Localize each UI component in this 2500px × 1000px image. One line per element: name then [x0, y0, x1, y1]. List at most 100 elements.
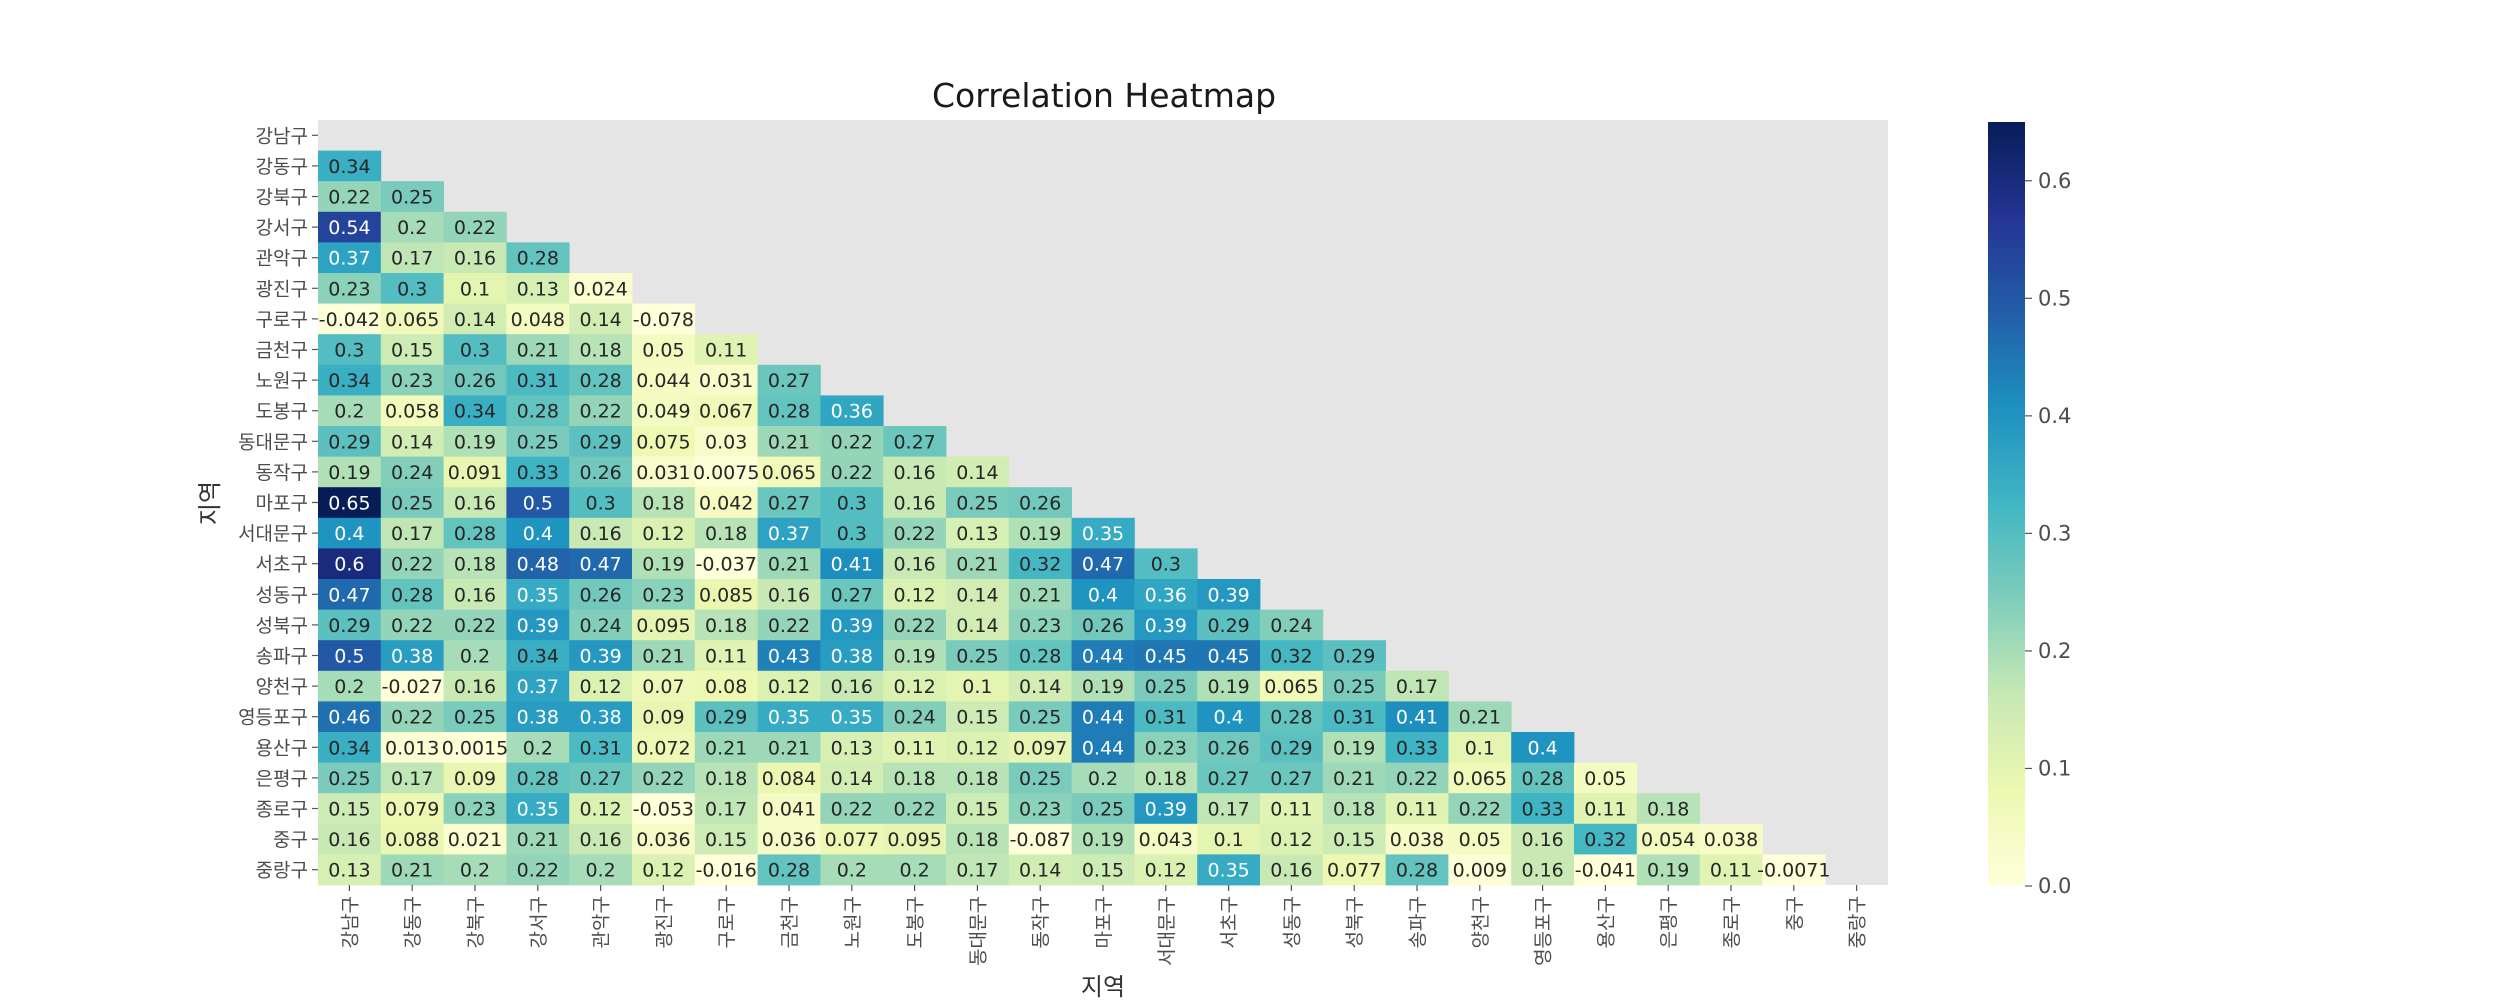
heatmap-cell [632, 854, 696, 886]
heatmap-cell [946, 670, 1010, 702]
heatmap-cell [883, 548, 947, 580]
heatmap-cell [1134, 701, 1198, 733]
heatmap-cell [820, 548, 884, 580]
cell-value-label: 0.22 [768, 615, 810, 637]
x-tick-label: 강서구 [528, 896, 550, 948]
cell-value-label: 0.072 [636, 737, 690, 759]
cell-value-label: 0.25 [391, 187, 433, 209]
cell-value-label: 0.21 [1333, 768, 1375, 790]
heatmap-cell [506, 609, 570, 641]
heatmap-cell [1385, 854, 1449, 886]
cell-value-label: 0.044 [636, 370, 690, 392]
cell-value-label: 0.11 [705, 340, 747, 362]
cell-value-label: 0.32 [1019, 554, 1061, 576]
cell-value-label: 0.31 [579, 737, 621, 759]
y-tick-label: 강서구 [256, 217, 308, 239]
heatmap-cell [1260, 762, 1324, 794]
x-tick-label: 성동구 [1281, 896, 1303, 948]
y-tick-label: 강동구 [256, 156, 308, 178]
cell-value-label: 0.38 [579, 707, 621, 729]
cell-value-label: 0.39 [1145, 615, 1187, 637]
colorbar-tick-label: 0.0 [2038, 874, 2071, 898]
cell-value-label: 0.12 [768, 676, 810, 698]
cell-value-label: 0.0075 [693, 462, 759, 484]
cell-value-label: 0.12 [579, 799, 621, 821]
cell-value-label: 0.18 [1145, 768, 1187, 790]
cell-value-label: 0.47 [579, 554, 621, 576]
cell-value-label: 0.4 [334, 523, 364, 545]
heatmap-cell [569, 670, 633, 702]
heatmap-cell [318, 364, 382, 396]
cell-value-label: 0.25 [956, 646, 998, 668]
heatmap-cell [883, 762, 947, 794]
heatmap-cell [1008, 701, 1072, 733]
heatmap-cell [318, 303, 382, 335]
y-tick-label: 강북구 [256, 187, 308, 209]
heatmap-cell [1134, 548, 1198, 580]
cell-value-label: 0.34 [328, 370, 370, 392]
heatmap-cell [569, 395, 633, 427]
heatmap-cell [820, 456, 884, 488]
cell-value-label: 0.23 [1019, 615, 1061, 637]
heatmap-cell [1197, 793, 1261, 825]
cell-value-label: 0.11 [1396, 799, 1438, 821]
x-axis-label: 지역 [1081, 973, 1125, 1000]
heatmap-cell [1071, 640, 1135, 672]
heatmap-cell [506, 823, 570, 855]
heatmap-cell [1322, 823, 1386, 855]
heatmap-cell [380, 517, 444, 549]
heatmap-cell [883, 517, 947, 549]
cell-value-label: 0.038 [1390, 829, 1444, 851]
cell-value-label: 0.013 [385, 737, 439, 759]
heatmap-cell [632, 548, 696, 580]
cell-value-label: 0.18 [956, 768, 998, 790]
cell-value-label: 0.25 [1019, 768, 1061, 790]
heatmap-cell [820, 854, 884, 886]
cell-value-label: 0.26 [454, 370, 496, 392]
cell-value-label: 0.17 [705, 799, 747, 821]
cell-value-label: 0.23 [454, 799, 496, 821]
cell-value-label: 0.18 [705, 615, 747, 637]
heatmap-cell [318, 732, 382, 763]
heatmap-cell [1134, 762, 1198, 794]
heatmap-cell [506, 579, 570, 610]
cell-value-label: 0.27 [768, 493, 810, 515]
cell-value-label: 0.37 [328, 248, 370, 270]
x-tick-label: 동작구 [1030, 896, 1052, 948]
cell-value-label: 0.1 [1465, 737, 1495, 759]
heatmap-cell [506, 334, 570, 366]
cell-value-label: 0.12 [642, 860, 684, 882]
heatmap-cell [694, 823, 758, 855]
cell-value-label: 0.3 [837, 523, 867, 545]
cell-value-label: 0.34 [328, 156, 370, 178]
cell-value-label: 0.19 [1207, 676, 1249, 698]
cell-value-label: 0.21 [642, 646, 684, 668]
cell-value-label: 0.049 [636, 401, 690, 423]
cell-value-label: 0.19 [1082, 829, 1124, 851]
heatmap-cell [1008, 487, 1072, 519]
cell-value-label: 0.15 [1082, 860, 1124, 882]
heatmap-cell [820, 487, 884, 519]
heatmap-cell [380, 670, 444, 702]
cell-value-label: 0.16 [454, 493, 496, 515]
x-tick-label: 중랑구 [1847, 896, 1869, 948]
cell-value-label: 0.23 [1145, 737, 1187, 759]
heatmap-cell [569, 548, 633, 580]
heatmap-cell [569, 517, 633, 549]
x-tick-label: 송파구 [1407, 896, 1429, 948]
heatmap-cell [569, 609, 633, 641]
heatmap-cell [506, 395, 570, 427]
cell-value-label: 0.19 [1082, 676, 1124, 698]
heatmap-cell [694, 732, 758, 763]
cell-value-label: 0.19 [893, 646, 935, 668]
cell-value-label: 0.12 [1270, 829, 1312, 851]
heatmap-cell [757, 456, 821, 488]
y-tick-label: 은평구 [256, 768, 308, 790]
x-tick-label: 은평구 [1658, 896, 1680, 948]
heatmap-cell [1574, 762, 1638, 794]
cell-value-label: 0.3 [397, 278, 427, 300]
heatmap-cell [694, 487, 758, 519]
cell-value-label: 0.29 [1333, 646, 1375, 668]
heatmap-cell [1197, 762, 1261, 794]
heatmap-cell [443, 395, 507, 427]
